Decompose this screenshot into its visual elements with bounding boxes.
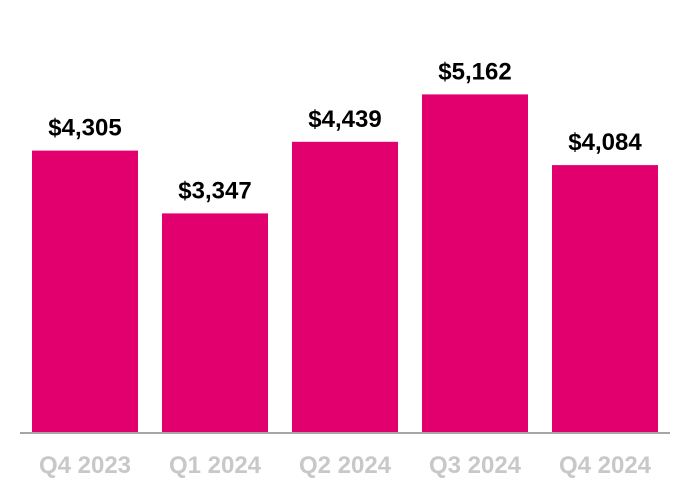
data-label: $4,439 — [308, 106, 381, 133]
data-label: $4,305 — [48, 115, 121, 142]
x-tick-label: Q4 2024 — [559, 452, 652, 479]
x-tick-labels-group: Q4 2023 Q1 2024 Q2 2024 Q3 2024 Q4 2024 — [39, 452, 652, 479]
data-label: $5,162 — [438, 58, 511, 85]
data-label: $4,084 — [568, 129, 642, 156]
bars-group — [32, 94, 658, 434]
bar-q4-2023 — [32, 150, 138, 433]
x-tick-label: Q3 2024 — [429, 452, 522, 479]
x-tick-label: Q4 2023 — [39, 452, 131, 479]
bar-q2-2024 — [292, 141, 398, 434]
data-label: $3,347 — [178, 177, 251, 204]
bar-q4-2024 — [552, 165, 658, 433]
value-labels-group: $4,305 $3,347 $4,439 $5,162 $4,084 — [48, 58, 642, 204]
bar-q3-2024 — [422, 94, 528, 434]
x-tick-label: Q2 2024 — [299, 452, 392, 479]
bar-q1-2024 — [162, 213, 268, 433]
x-tick-label: Q1 2024 — [169, 452, 262, 479]
